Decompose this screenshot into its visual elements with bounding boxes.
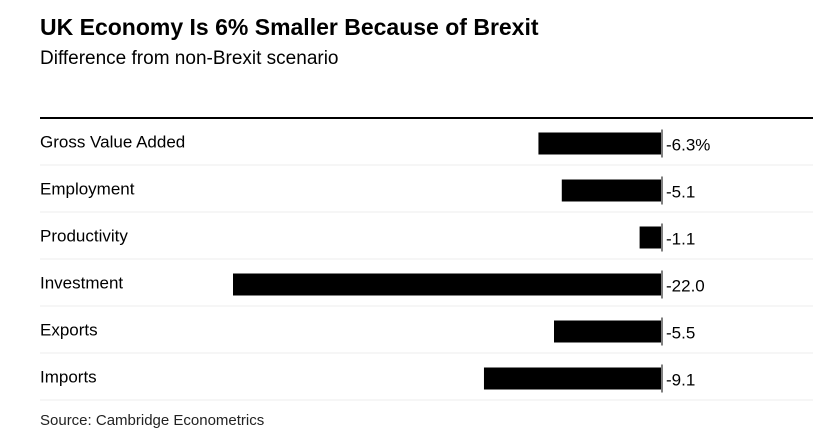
bar — [554, 320, 661, 343]
value-label: -6.3% — [666, 136, 710, 155]
value-label: -22.0 — [666, 277, 705, 296]
chart-title: UK Economy Is 6% Smaller Because of Brex… — [40, 14, 539, 40]
bar — [538, 132, 661, 155]
value-label: -5.5 — [666, 324, 695, 343]
category-label: Employment — [40, 180, 135, 199]
value-label: -9.1 — [666, 371, 695, 390]
bar — [483, 367, 661, 390]
bar — [639, 226, 661, 249]
category-label: Gross Value Added — [40, 133, 185, 152]
category-label: Exports — [40, 321, 98, 340]
chart-source: Source: Cambridge Econometrics — [40, 412, 265, 429]
category-label: Productivity — [40, 227, 128, 246]
bar — [561, 179, 661, 202]
category-label: Imports — [40, 368, 97, 387]
value-label: -5.1 — [666, 183, 695, 202]
chart-subtitle: Difference from non-Brexit scenario — [40, 48, 339, 69]
category-label: Investment — [40, 274, 123, 293]
value-label: -1.1 — [666, 230, 695, 249]
bar — [233, 273, 661, 296]
